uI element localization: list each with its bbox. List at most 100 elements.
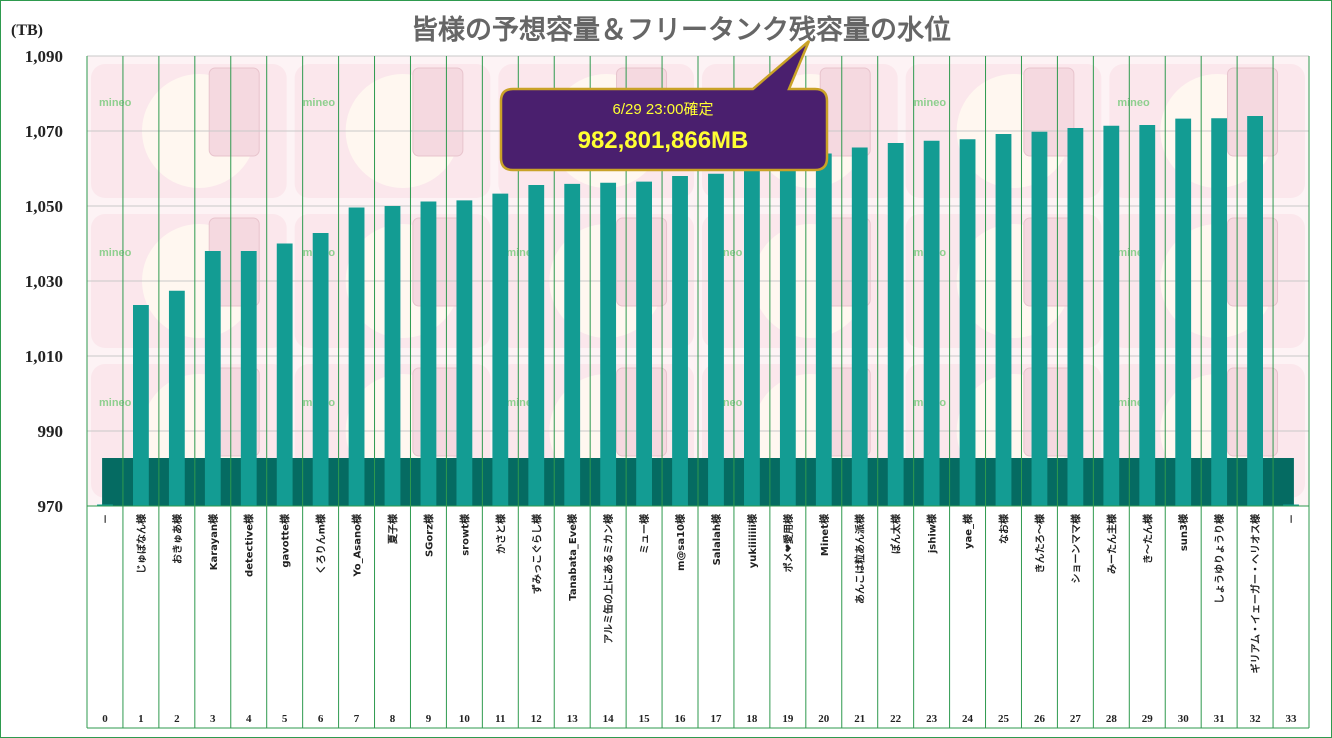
bg-watermark: mineo	[99, 397, 132, 409]
bg-watermark: mineo	[914, 97, 947, 109]
bar	[133, 305, 149, 506]
x-category-name: sun3様	[1177, 513, 1190, 551]
x-category-number: 0	[102, 713, 108, 725]
x-category-number: 31	[1214, 713, 1225, 725]
x-category-name: き～たん様	[1141, 513, 1154, 564]
bar	[312, 233, 329, 506]
x-category-number: 5	[282, 713, 288, 725]
callout-value: 982,801,866MB	[578, 127, 749, 154]
x-category-name: ポメ❤愛用様	[782, 513, 795, 572]
x-category-number: 23	[926, 713, 938, 725]
x-category-name: あんこは粒あん派様	[854, 513, 867, 604]
x-category-name: yukiiiiiii様	[746, 513, 759, 568]
x-category-number: 18	[746, 713, 758, 725]
x-category-number: 12	[531, 713, 543, 725]
x-category-number: 25	[998, 713, 1010, 725]
x-category-number: 22	[890, 713, 902, 725]
x-category-number: 20	[818, 713, 830, 725]
bar	[240, 251, 257, 506]
x-category-name: jshiw様	[926, 513, 939, 554]
x-category-name: みーたん主様	[1105, 513, 1118, 574]
bg-phone	[1023, 67, 1075, 157]
bar	[1283, 504, 1299, 506]
x-category-number: 17	[710, 713, 722, 725]
x-category-name: Tanabata_Eve様	[566, 513, 579, 601]
bar	[636, 181, 652, 506]
y-tick-label: 1,070	[25, 122, 63, 141]
x-category-name: じゅぼなん様	[135, 513, 148, 574]
x-category-number: 2	[174, 713, 180, 725]
bar	[456, 200, 473, 506]
x-category-name: ミュー様	[638, 513, 651, 554]
x-category-name: yae_様	[962, 513, 975, 549]
bar	[851, 147, 868, 506]
y-tick-label: 970	[38, 497, 64, 516]
bar	[1175, 118, 1192, 506]
x-category-number: 4	[246, 713, 252, 725]
x-category-name: ギリアム・イェーガー・ヘリオス様	[1249, 513, 1262, 673]
bar	[600, 182, 617, 506]
x-category-name: －	[1287, 514, 1298, 524]
bar	[1247, 116, 1263, 506]
x-axis: － 0 じゅぼなん様 1 おきゅあ様 2 Karayan様 3 detective様 4 gavot…	[87, 505, 1309, 729]
x-category-name: おきゅあ様	[171, 513, 184, 564]
x-category-name: なお様	[998, 513, 1011, 544]
x-category-name: 夏子様	[387, 513, 400, 545]
y-axis: 970 990 1,010 1,030 1,050 1,070 1,090	[25, 47, 88, 516]
x-category-name: Minet様	[818, 513, 831, 556]
category-separators	[86, 56, 1310, 728]
bar	[815, 153, 832, 506]
x-category-number: 27	[1070, 713, 1082, 725]
bar	[528, 185, 545, 506]
bar	[744, 164, 760, 506]
x-category-name: －	[101, 514, 112, 524]
bar	[276, 243, 293, 506]
bar	[204, 251, 221, 506]
callout-bubble	[499, 40, 829, 172]
x-category-name: gavotte様	[279, 513, 292, 568]
x-category-number: 6	[318, 713, 324, 725]
bar	[1067, 128, 1084, 506]
bg-phone	[1023, 367, 1075, 457]
x-category-name: Salalah様	[710, 513, 723, 565]
x-category-name: Yo_Asano様	[351, 513, 364, 578]
x-category-name: アルミ缶の上にあるミカン様	[602, 513, 615, 644]
callout-date: 6/29 23:00確定	[613, 101, 714, 118]
x-category-number: 8	[390, 713, 396, 725]
bar	[492, 193, 509, 506]
bar	[887, 143, 904, 506]
x-category-number: 24	[962, 713, 974, 725]
bg-watermark: mineo	[99, 97, 132, 109]
x-category-name: SGorz様	[422, 513, 435, 557]
x-category-number: 7	[354, 713, 360, 725]
x-category-number: 1	[138, 713, 144, 725]
bar	[1031, 131, 1048, 506]
x-category-number: 30	[1178, 713, 1190, 725]
x-category-number: 32	[1250, 713, 1262, 725]
x-category-number: 26	[1034, 713, 1046, 725]
x-category-number: 33	[1286, 713, 1298, 725]
x-category-number: 15	[639, 713, 651, 725]
x-category-name: ショーンママ様	[1069, 513, 1082, 583]
y-tick-label: 1,010	[25, 347, 63, 366]
bar	[564, 183, 581, 506]
bar	[384, 206, 401, 506]
x-category-name: くろりんm様	[315, 513, 328, 574]
x-category-number: 13	[567, 713, 579, 725]
bar	[97, 504, 113, 506]
bar	[420, 201, 437, 506]
bg-watermark: mineo	[303, 97, 336, 109]
confirmed-value-callout: 6/29 23:00確定 982,801,866MB	[499, 40, 829, 172]
chart-title: 皆様の予想容量＆フリータンク残容量の水位	[411, 14, 951, 46]
x-category-number: 19	[782, 713, 794, 725]
x-category-name: m@sa10様	[674, 513, 687, 571]
y-tick-label: 990	[38, 422, 64, 441]
x-category-name: srowt様	[458, 513, 471, 556]
y-tick-label: 1,090	[25, 47, 63, 66]
bar	[923, 140, 940, 506]
x-category-number: 11	[495, 713, 505, 725]
y-axis-unit: (TB)	[11, 22, 43, 39]
y-tick-label: 1,050	[25, 197, 63, 216]
